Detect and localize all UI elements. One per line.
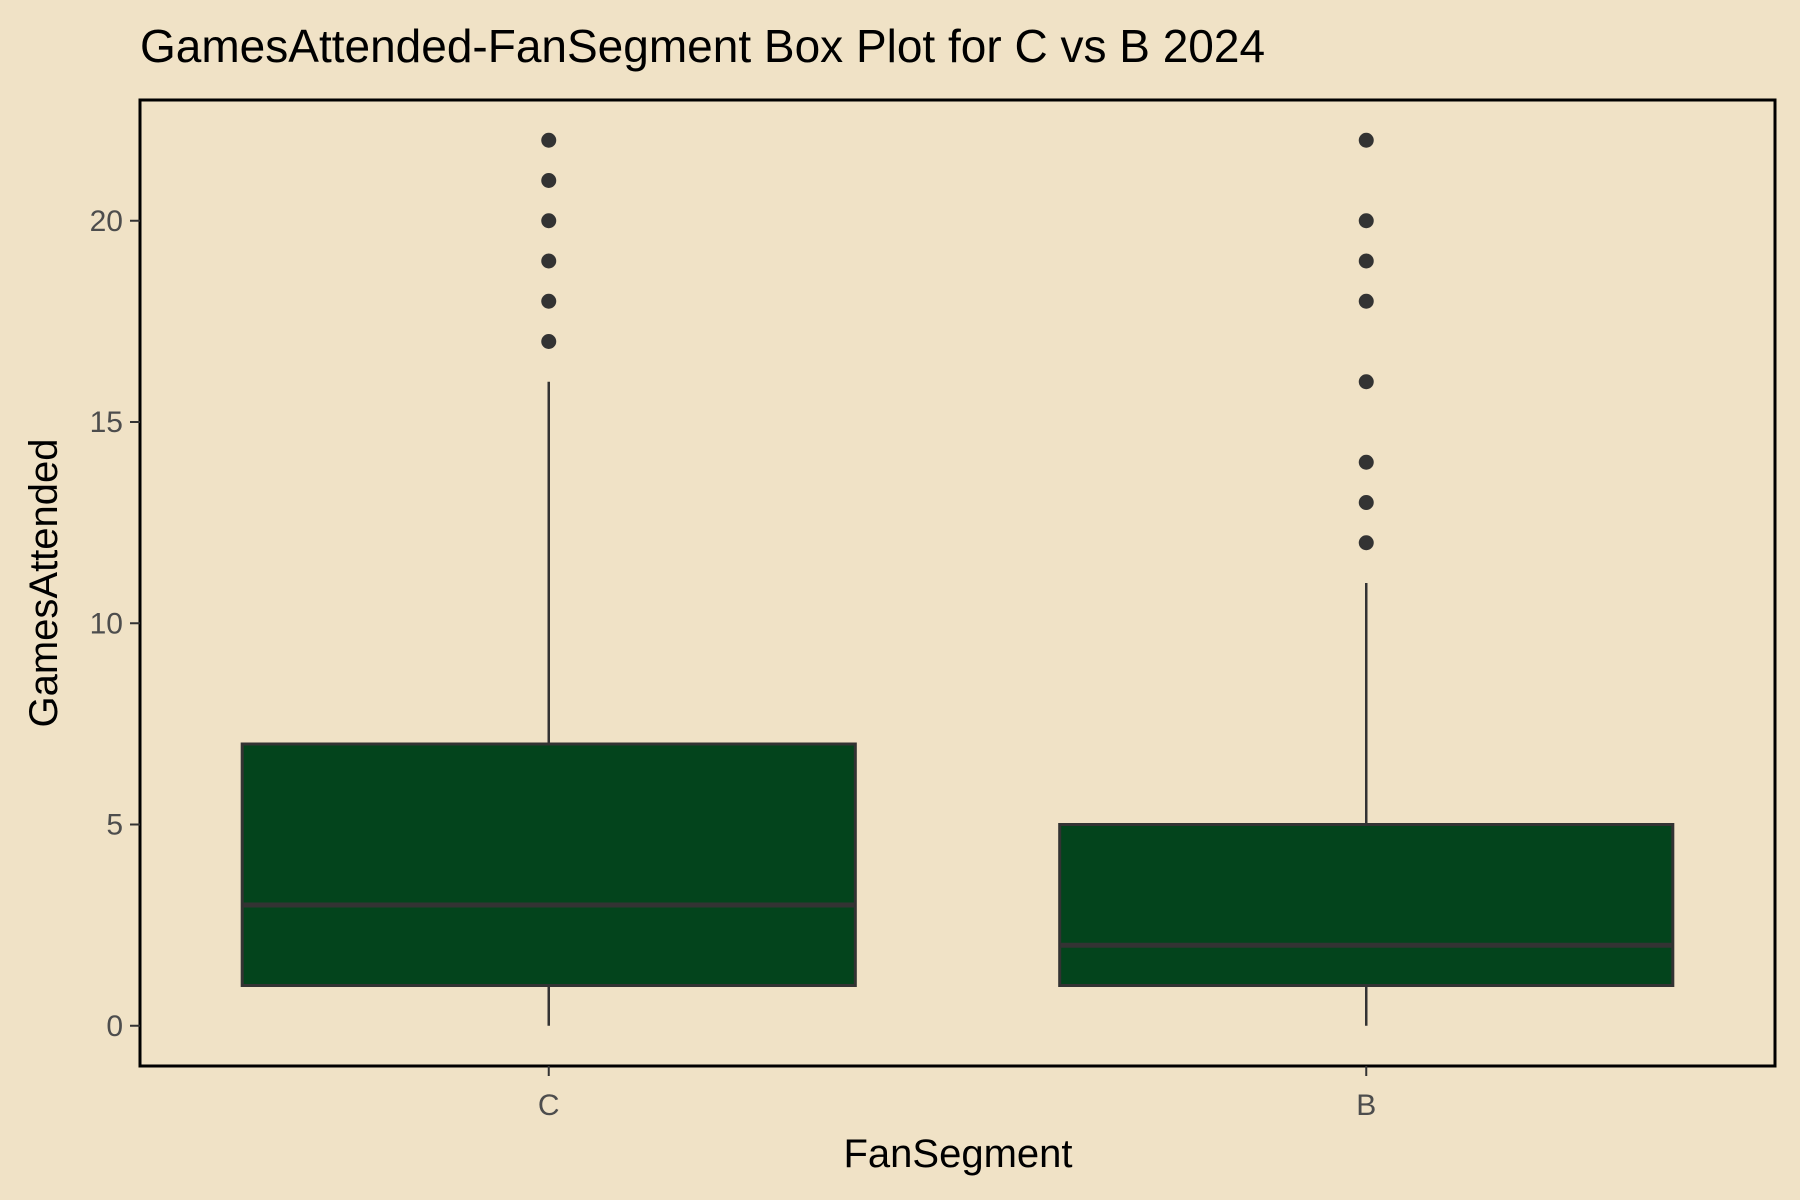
outlier-point [1358, 454, 1374, 470]
outlier-point [1358, 132, 1374, 148]
outlier-point [1358, 293, 1374, 309]
outlier-point [541, 334, 557, 349]
outlier-point [1358, 535, 1374, 551]
y-tick-label: 20 [90, 205, 123, 238]
boxes-layer [240, 132, 1675, 1026]
outlier-point [541, 213, 557, 229]
box-C [240, 132, 857, 1026]
y-tick-label: 15 [90, 406, 123, 439]
outlier-point [1358, 374, 1374, 390]
x-tick-label: B [1356, 1089, 1376, 1122]
y-axis: 0 5 10 15 20 [90, 205, 140, 1043]
outlier-point [541, 132, 557, 148]
box-iqr [1058, 823, 1675, 987]
outlier-point [541, 293, 557, 309]
outlier-point [541, 173, 557, 188]
box-iqr [240, 742, 857, 987]
y-tick-label: 0 [106, 1010, 123, 1043]
y-axis-title: GamesAttended [22, 438, 66, 727]
box-B [1058, 132, 1675, 1026]
x-axis-title: FanSegment [843, 1132, 1072, 1176]
outlier-point [1358, 253, 1374, 269]
x-tick-label: C [538, 1089, 560, 1122]
y-tick-label: 5 [106, 809, 123, 842]
outlier-point [541, 253, 557, 269]
outlier-point [1358, 213, 1374, 229]
y-tick-label: 10 [90, 607, 123, 640]
outlier-point [1358, 495, 1374, 510]
chart-title: GamesAttended-FanSegment Box Plot for C … [140, 20, 1265, 72]
